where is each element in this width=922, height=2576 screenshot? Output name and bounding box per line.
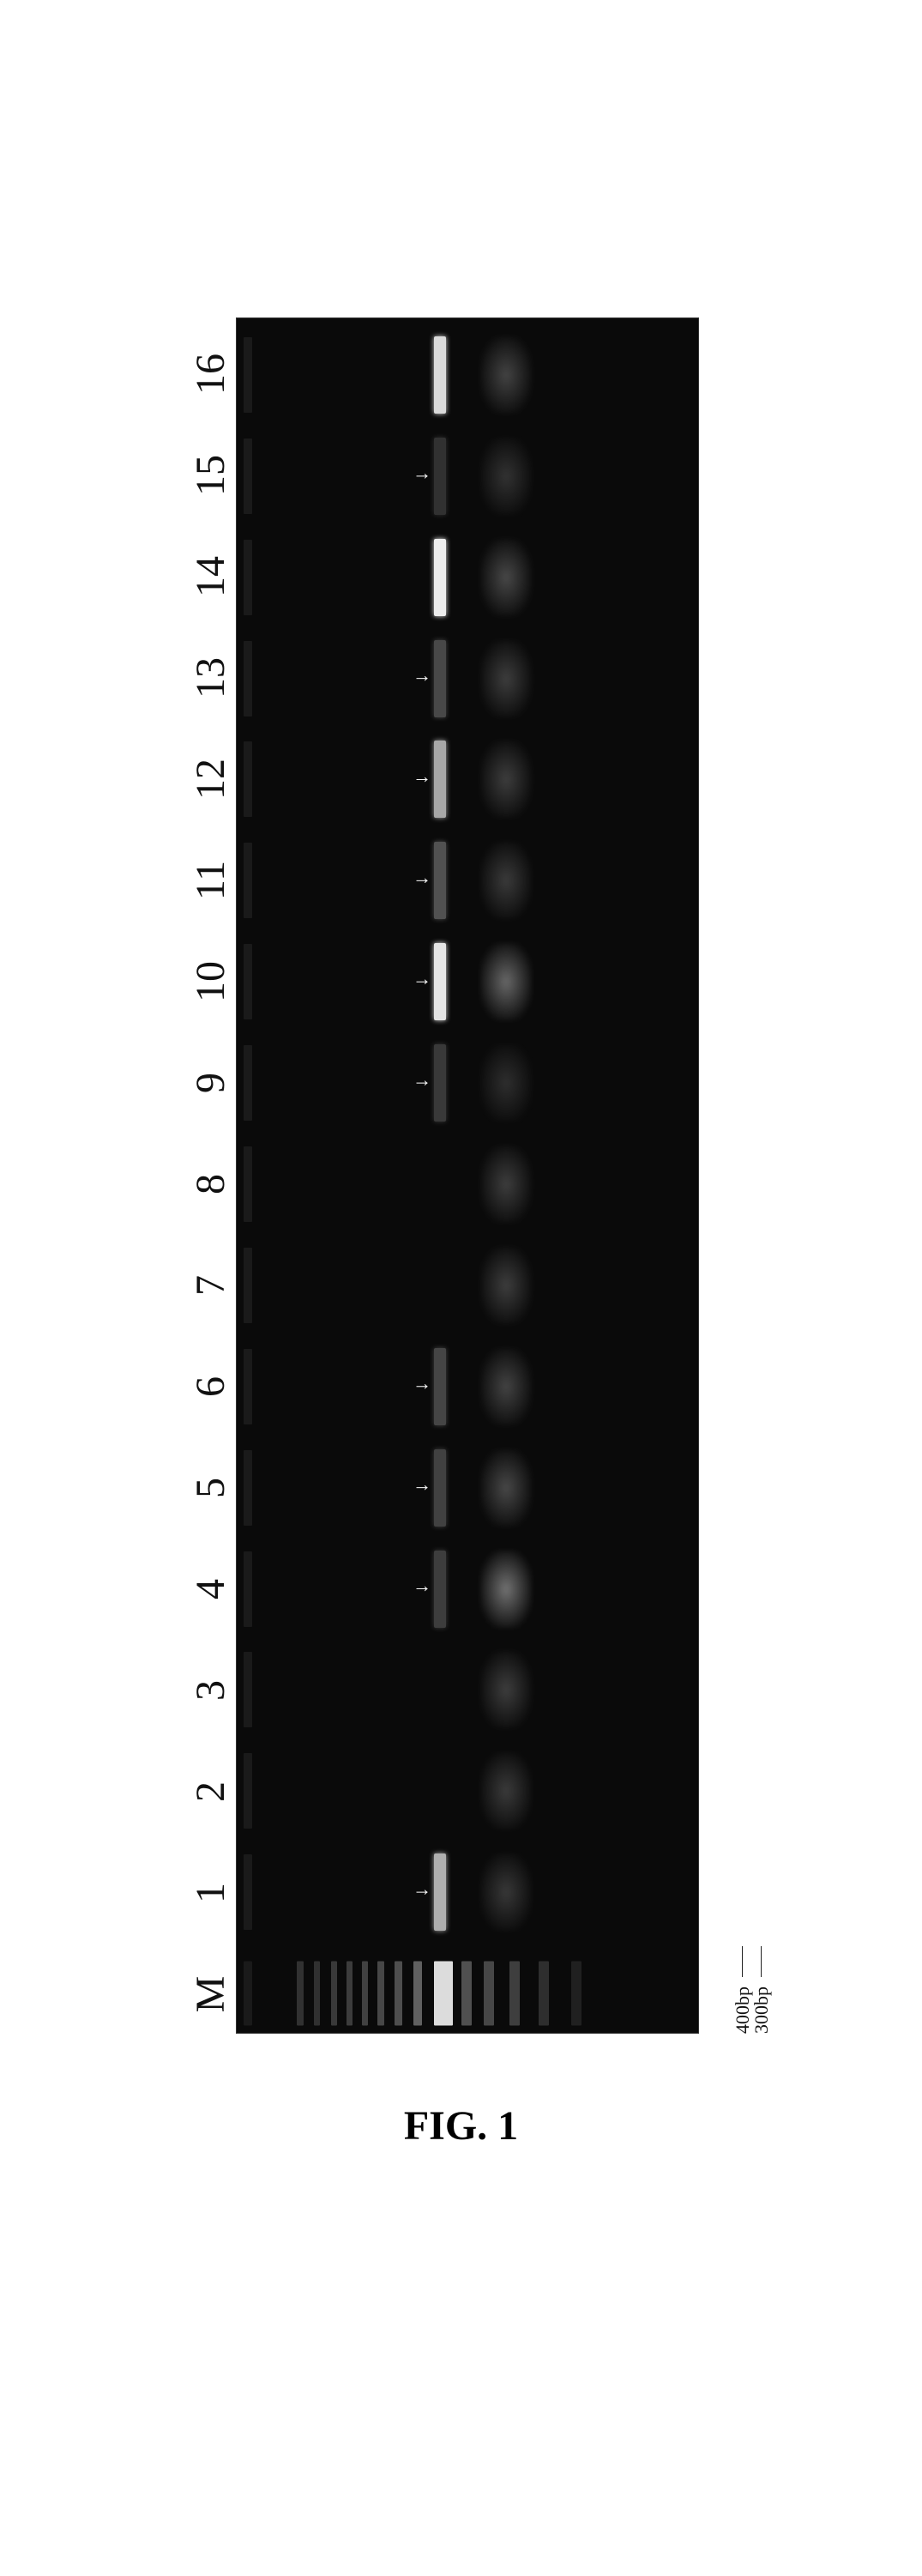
lane xyxy=(237,1651,698,1728)
upper-band xyxy=(434,1449,446,1527)
lower-band xyxy=(480,1651,532,1728)
lane xyxy=(237,1752,698,1829)
lane xyxy=(237,1044,698,1122)
arrow-down-icon: ↓ xyxy=(410,1382,432,1391)
upper-band xyxy=(434,640,446,717)
lower-band xyxy=(480,640,532,717)
marker-band xyxy=(377,1962,384,2026)
arrow-down-icon: ↓ xyxy=(410,876,432,886)
lower-band xyxy=(480,1044,532,1122)
lane xyxy=(237,741,698,818)
arrow-down-icon: ↓ xyxy=(410,1079,432,1088)
arrow-down-icon: ↓ xyxy=(410,775,432,784)
figure-caption: FIG. 1 xyxy=(404,2102,518,2150)
marker-band xyxy=(395,1962,402,2026)
marker-band xyxy=(347,1962,353,2026)
lower-band xyxy=(480,438,532,515)
lane-label: 13 xyxy=(187,657,234,698)
size-tick xyxy=(742,1946,743,1977)
arrow-down-icon: ↓ xyxy=(410,1888,432,1897)
lane xyxy=(237,1449,698,1527)
lower-band xyxy=(480,943,532,1020)
lane-label: 6 xyxy=(187,1376,234,1397)
lower-band xyxy=(480,1449,532,1527)
lane xyxy=(237,336,698,414)
lower-band xyxy=(480,1853,532,1931)
lane-label: 4 xyxy=(187,1579,234,1599)
size-tick xyxy=(761,1946,762,1977)
marker-band xyxy=(413,1962,422,2026)
lower-band xyxy=(480,741,532,818)
lower-band xyxy=(480,1348,532,1425)
upper-band xyxy=(434,943,446,1020)
lane xyxy=(237,1551,698,1628)
lane xyxy=(237,438,698,515)
lower-band xyxy=(480,1752,532,1829)
lane xyxy=(237,1146,698,1223)
lower-band xyxy=(480,539,532,616)
gel-wrapper: M12345678910111213141516 ↓↓↓↓↓↓↓↓↓↓ 400b… xyxy=(236,317,699,2034)
lower-band xyxy=(480,842,532,919)
upper-band xyxy=(434,741,446,818)
lane-label: 12 xyxy=(187,759,234,800)
marker-band xyxy=(434,1962,453,2026)
arrow-down-icon: ↓ xyxy=(410,674,432,683)
lane-label: 1 xyxy=(187,1883,234,1903)
upper-band xyxy=(434,1044,446,1122)
upper-band xyxy=(434,539,446,616)
lower-band xyxy=(480,336,532,414)
upper-band xyxy=(434,336,446,414)
figure-container: M12345678910111213141516 ↓↓↓↓↓↓↓↓↓↓ 400b… xyxy=(103,240,832,1407)
lane-label: 16 xyxy=(187,354,234,395)
gel-image: ↓ ↓ ↓ ↓ ↓ ↓ ↓ ↓ ↓ ↓ xyxy=(236,317,699,2034)
lane-label: 14 xyxy=(187,556,234,597)
lower-band xyxy=(480,1551,532,1628)
well-marker xyxy=(244,1962,252,2026)
marker-ladder xyxy=(297,1962,623,2026)
arrow-down-icon: ↓ xyxy=(410,977,432,987)
marker-band xyxy=(539,1962,549,2026)
marker-band xyxy=(331,1962,337,2026)
upper-band xyxy=(434,1348,446,1425)
lane-label: 15 xyxy=(187,455,234,496)
lane-label: 7 xyxy=(187,1275,234,1296)
marker-band xyxy=(362,1962,368,2026)
marker-band xyxy=(509,1962,520,2026)
arrow-down-icon: ↓ xyxy=(410,471,432,481)
lane-label: 9 xyxy=(187,1073,234,1093)
lane xyxy=(237,943,698,1020)
lane-label-marker: M xyxy=(187,1976,234,2013)
upper-band xyxy=(434,1853,446,1931)
marker-band xyxy=(297,1962,304,2026)
marker-band xyxy=(314,1962,320,2026)
lane-label: 5 xyxy=(187,1478,234,1498)
lane-label: 3 xyxy=(187,1680,234,1701)
upper-band xyxy=(434,438,446,515)
lane xyxy=(237,539,698,616)
lane xyxy=(237,1247,698,1324)
lower-band xyxy=(480,1146,532,1223)
lane xyxy=(237,842,698,919)
upper-band xyxy=(434,842,446,919)
lane xyxy=(237,1853,698,1931)
lane-label: 2 xyxy=(187,1781,234,1802)
size-label: 300bp xyxy=(750,1986,773,2034)
lane-label: 10 xyxy=(187,961,234,1002)
upper-band xyxy=(434,1551,446,1628)
marker-band xyxy=(571,1962,582,2026)
arrow-down-icon: ↓ xyxy=(410,1483,432,1492)
lane xyxy=(237,640,698,717)
lane-label: 11 xyxy=(187,861,234,900)
marker-band xyxy=(461,1962,472,2026)
lane-label: 8 xyxy=(187,1174,234,1194)
lane xyxy=(237,1348,698,1425)
lower-band xyxy=(480,1247,532,1324)
arrow-down-icon: ↓ xyxy=(410,1584,432,1593)
lane-labels-row: M12345678910111213141516 xyxy=(189,317,232,2034)
marker-band xyxy=(484,1962,494,2026)
